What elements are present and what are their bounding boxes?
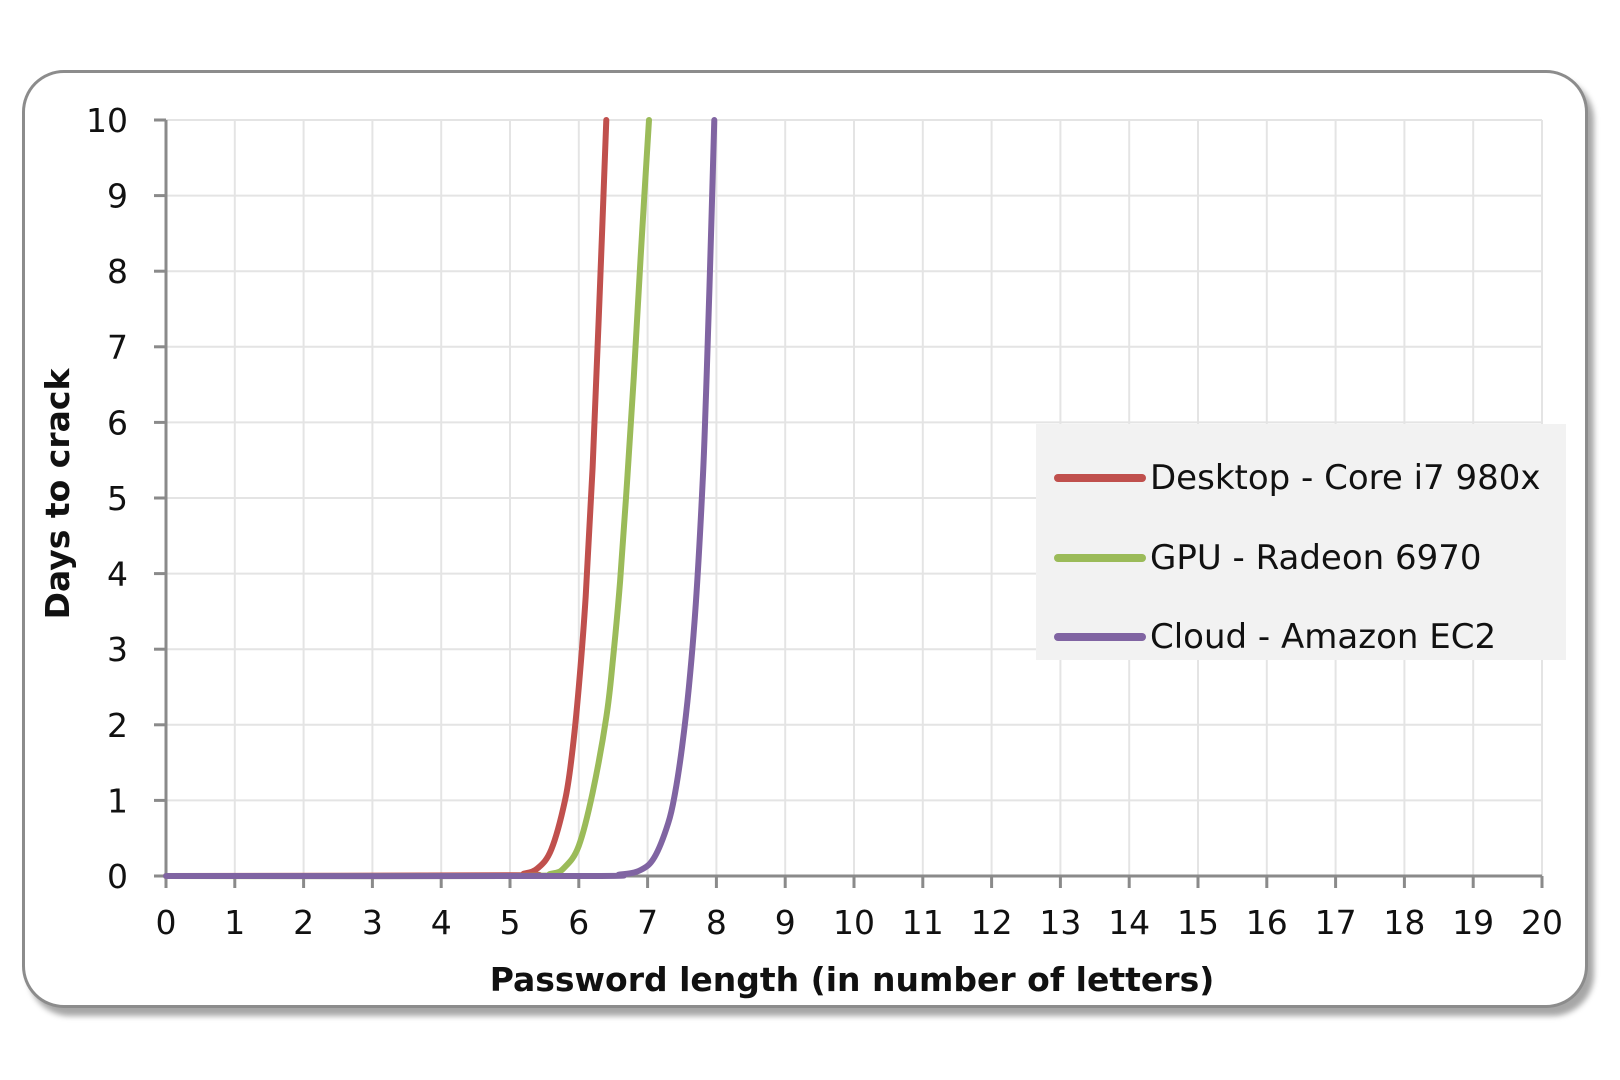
x-tick-label-5: 5 [500, 903, 521, 942]
y-tick-label-6: 6 [107, 403, 128, 442]
legend-item-cloud: Cloud - Amazon EC2 [1054, 617, 1496, 657]
x-tick-label-7: 7 [637, 903, 658, 942]
x-tick-label-2: 2 [293, 903, 314, 942]
legend-label-cloud: Cloud - Amazon EC2 [1150, 617, 1497, 657]
x-tick-label-16: 16 [1246, 903, 1288, 942]
legend-label-gpu: GPU - Radeon 6970 [1150, 538, 1482, 578]
x-tick-label-19: 19 [1452, 903, 1494, 942]
x-tick-label-10: 10 [833, 903, 875, 942]
x-tick-label-0: 0 [156, 903, 177, 942]
y-tick-label-0: 0 [107, 857, 128, 896]
legend-swatch-cloud [1054, 633, 1146, 641]
y-tick-label-7: 7 [107, 328, 128, 367]
y-tick-label-10: 10 [86, 101, 128, 140]
x-tick-label-13: 13 [1039, 903, 1081, 942]
x-tick-label-4: 4 [431, 903, 452, 942]
y-tick-label-3: 3 [107, 630, 128, 669]
legend-label-desktop: Desktop - Core i7 980x [1150, 458, 1541, 498]
data-series [163, 117, 718, 880]
x-tick-label-6: 6 [568, 903, 589, 942]
legend-swatch-desktop [1054, 474, 1146, 482]
y-tick-label-9: 9 [107, 177, 128, 216]
x-tick-label-18: 18 [1383, 903, 1425, 942]
x-tick-label-20: 20 [1521, 903, 1563, 942]
y-tick-label-1: 1 [107, 781, 128, 820]
x-tick-label-15: 15 [1177, 903, 1219, 942]
legend: Desktop - Core i7 980x GPU - Radeon 6970… [1036, 424, 1566, 660]
x-tick-label-17: 17 [1315, 903, 1357, 942]
y-tick-label-2: 2 [107, 706, 128, 745]
x-tick-label-1: 1 [224, 903, 245, 942]
y-axis-title: Days to crack [38, 368, 77, 620]
y-tick-label-5: 5 [107, 479, 128, 518]
x-tick-label-12: 12 [971, 903, 1013, 942]
legend-item-desktop: Desktop - Core i7 980x [1054, 458, 1541, 498]
legend-item-gpu: GPU - Radeon 6970 [1054, 538, 1482, 578]
x-axis-title: Password length (in number of letters) [490, 960, 1215, 999]
legend-swatch-gpu [1054, 554, 1146, 562]
x-tick-label-14: 14 [1108, 903, 1150, 942]
x-tick-label-8: 8 [706, 903, 727, 942]
y-tick-label-8: 8 [107, 252, 128, 291]
x-tick-label-11: 11 [902, 903, 944, 942]
x-tick-label-9: 9 [775, 903, 796, 942]
y-tick-label-4: 4 [107, 555, 128, 594]
x-tick-label-3: 3 [362, 903, 383, 942]
series-line-cloud [163, 117, 718, 880]
